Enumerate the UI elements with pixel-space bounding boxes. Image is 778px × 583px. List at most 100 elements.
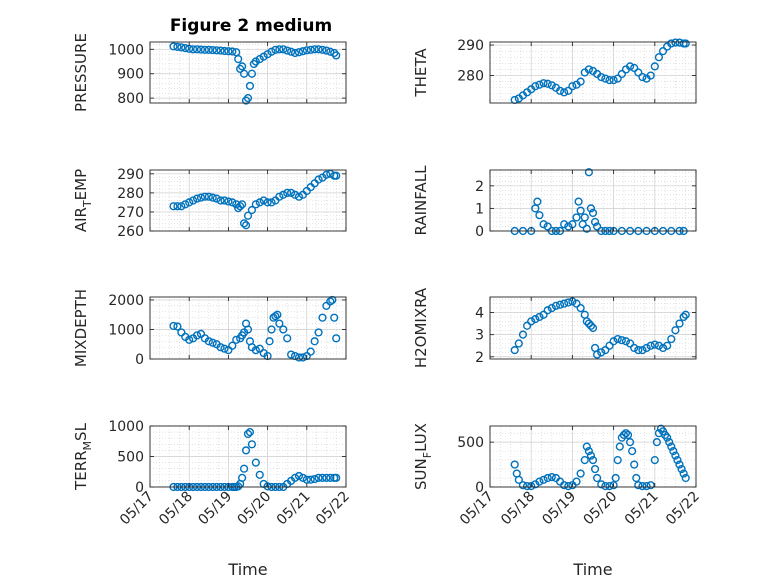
data-point xyxy=(582,224,591,233)
data-point xyxy=(263,482,272,491)
data-point xyxy=(543,473,552,483)
data-point xyxy=(169,42,178,51)
data-point xyxy=(310,474,319,484)
data-point xyxy=(590,464,600,474)
data-point xyxy=(531,315,540,324)
data-point xyxy=(522,482,532,491)
data-point xyxy=(572,213,581,222)
data-point xyxy=(306,475,315,484)
data-point xyxy=(663,341,672,350)
data-point xyxy=(275,45,284,54)
data-point xyxy=(539,220,548,229)
data-point xyxy=(220,196,229,205)
data-point xyxy=(675,460,684,469)
data-point xyxy=(539,310,548,319)
data-point xyxy=(238,200,247,209)
data-point xyxy=(200,192,209,201)
data-point xyxy=(551,301,561,310)
data-point xyxy=(177,43,186,52)
data-point xyxy=(243,429,253,439)
data-point xyxy=(560,88,569,97)
data-point xyxy=(173,322,182,331)
data-point xyxy=(593,473,602,483)
data-point xyxy=(212,46,221,55)
data-point xyxy=(247,69,257,78)
data-point xyxy=(586,204,596,213)
data-point xyxy=(314,175,323,184)
data-point xyxy=(306,347,315,356)
y-tick-label: 1000 xyxy=(108,42,144,58)
data-series xyxy=(169,42,341,105)
data-point xyxy=(251,346,260,355)
data-point xyxy=(671,38,680,47)
y-tick-label: 1000 xyxy=(108,322,144,338)
data-point xyxy=(189,45,198,54)
data-point xyxy=(576,303,585,313)
data-point xyxy=(241,446,251,455)
data-point xyxy=(613,455,622,465)
data-point xyxy=(634,346,643,355)
data-point xyxy=(679,312,688,322)
data-point xyxy=(216,196,225,205)
data-point xyxy=(681,39,690,48)
data-point xyxy=(514,475,523,484)
data-point xyxy=(255,198,264,207)
data-point xyxy=(621,337,631,346)
data-point xyxy=(326,47,335,56)
data-point xyxy=(642,482,651,491)
data-point xyxy=(652,438,661,447)
data-point xyxy=(310,45,319,54)
data-point xyxy=(547,81,556,90)
y-tick-label: 800 xyxy=(117,91,144,107)
data-point xyxy=(228,198,237,207)
data-point xyxy=(510,346,519,355)
x-axis-label: Time xyxy=(227,560,267,579)
data-point xyxy=(314,328,323,337)
data-point xyxy=(535,312,544,322)
data-point xyxy=(572,299,581,308)
data-point xyxy=(271,45,280,54)
data-point xyxy=(294,48,304,57)
data-point xyxy=(677,464,686,474)
y-axis-label: SUNFLUX xyxy=(412,423,434,490)
y-tick-label: 2 xyxy=(475,350,484,366)
data-point xyxy=(539,79,548,88)
data-point xyxy=(322,46,331,55)
data-point xyxy=(283,188,292,197)
data-point xyxy=(290,190,300,199)
data-point xyxy=(601,482,610,491)
y-tick-label: 0 xyxy=(475,224,484,240)
data-point xyxy=(564,86,573,95)
data-point xyxy=(238,62,247,71)
data-point xyxy=(564,298,573,307)
data-point xyxy=(588,455,598,465)
data-point xyxy=(251,200,260,209)
data-point xyxy=(322,473,331,482)
data-point xyxy=(547,303,556,313)
data-point xyxy=(204,337,213,346)
data-point xyxy=(580,213,589,222)
data-point xyxy=(224,197,233,206)
data-point xyxy=(630,460,639,469)
data-point xyxy=(224,47,233,56)
subplot-3: 260 270 280 290 AIRTEMP xyxy=(72,167,347,240)
data-point xyxy=(667,39,676,48)
data-point xyxy=(560,299,569,308)
data-point xyxy=(543,222,552,231)
y-tick-label: 2 xyxy=(475,179,484,195)
data-point xyxy=(326,297,335,306)
y-axis-label: AIRTEMP xyxy=(72,169,94,232)
data-point xyxy=(531,82,540,91)
data-point xyxy=(646,71,655,80)
data-point xyxy=(584,65,593,74)
data-point xyxy=(181,200,190,209)
data-point xyxy=(597,480,606,489)
y-tick-label: 1000 xyxy=(108,419,144,435)
data-point xyxy=(265,337,274,346)
data-point xyxy=(279,325,288,334)
data-point xyxy=(314,473,323,482)
data-point xyxy=(318,313,327,322)
data-point xyxy=(638,72,647,82)
subplot-5: 0 1000 2000 MIXDEPTH xyxy=(72,289,347,368)
data-point xyxy=(245,81,255,91)
